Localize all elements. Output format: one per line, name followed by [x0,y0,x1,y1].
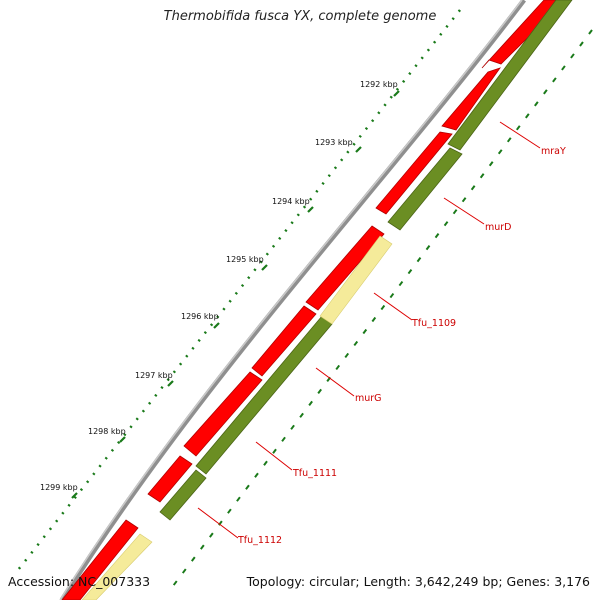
forward-gene-7 [147,455,193,503]
forward-strand-genes [61,0,567,600]
genome-backbone [59,0,526,600]
reverse-strand-genes [159,0,573,521]
tick-label-1298: 1298 kbp [88,427,126,436]
gene-label-Tfu_1111: Tfu_1111 [292,468,337,479]
accession-label: Accession: NC_007333 [8,574,151,589]
gene-label-mraY: mraY [541,146,566,157]
gene-label-Tfu_1112: Tfu_1112 [237,535,282,546]
forward-gene-6 [183,371,263,457]
gene-label-murD: murD [485,222,512,233]
tick-label-1294: 1294 kbp [272,197,310,206]
tick-label-1296: 1296 kbp [181,312,219,321]
tick-label-1297: 1297 kbp [135,371,173,380]
reverse-gene-4 [159,469,207,521]
gene-label-murG: murG [355,393,382,404]
tick-label-1293: 1293 kbp [315,138,353,147]
gene-leader-lines [197,121,541,539]
tick-label-1299: 1299 kbp [40,483,78,492]
reverse-gene-2 [387,147,463,231]
map-title: Thermobifida fusca YX, complete genome [163,9,437,24]
tick-label-1295: 1295 kbp [226,255,264,264]
inner-tick-track [169,29,593,591]
forward-gene-2 [441,67,502,131]
forward-gene-8 [61,519,139,600]
major-ticks [71,90,400,499]
genome-backbone-highlight [59,0,523,600]
pseudo-gene-2 [81,533,153,600]
forward-gene-3 [375,131,453,215]
gene-label-Tfu_1109: Tfu_1109 [411,318,456,329]
reverse-gene-1 [447,0,573,151]
topology-label: Topology: circular; Length: 3,642,249 bp… [246,574,590,589]
forward-gene-5 [251,305,317,377]
forward-gene-4 [305,225,385,311]
reverse-gene-3 [195,315,333,475]
tick-label-1292: 1292 kbp [360,80,398,89]
minor-tick-track [17,9,461,571]
pseudo-gene-1 [319,235,393,325]
pseudo-genes [81,235,393,600]
